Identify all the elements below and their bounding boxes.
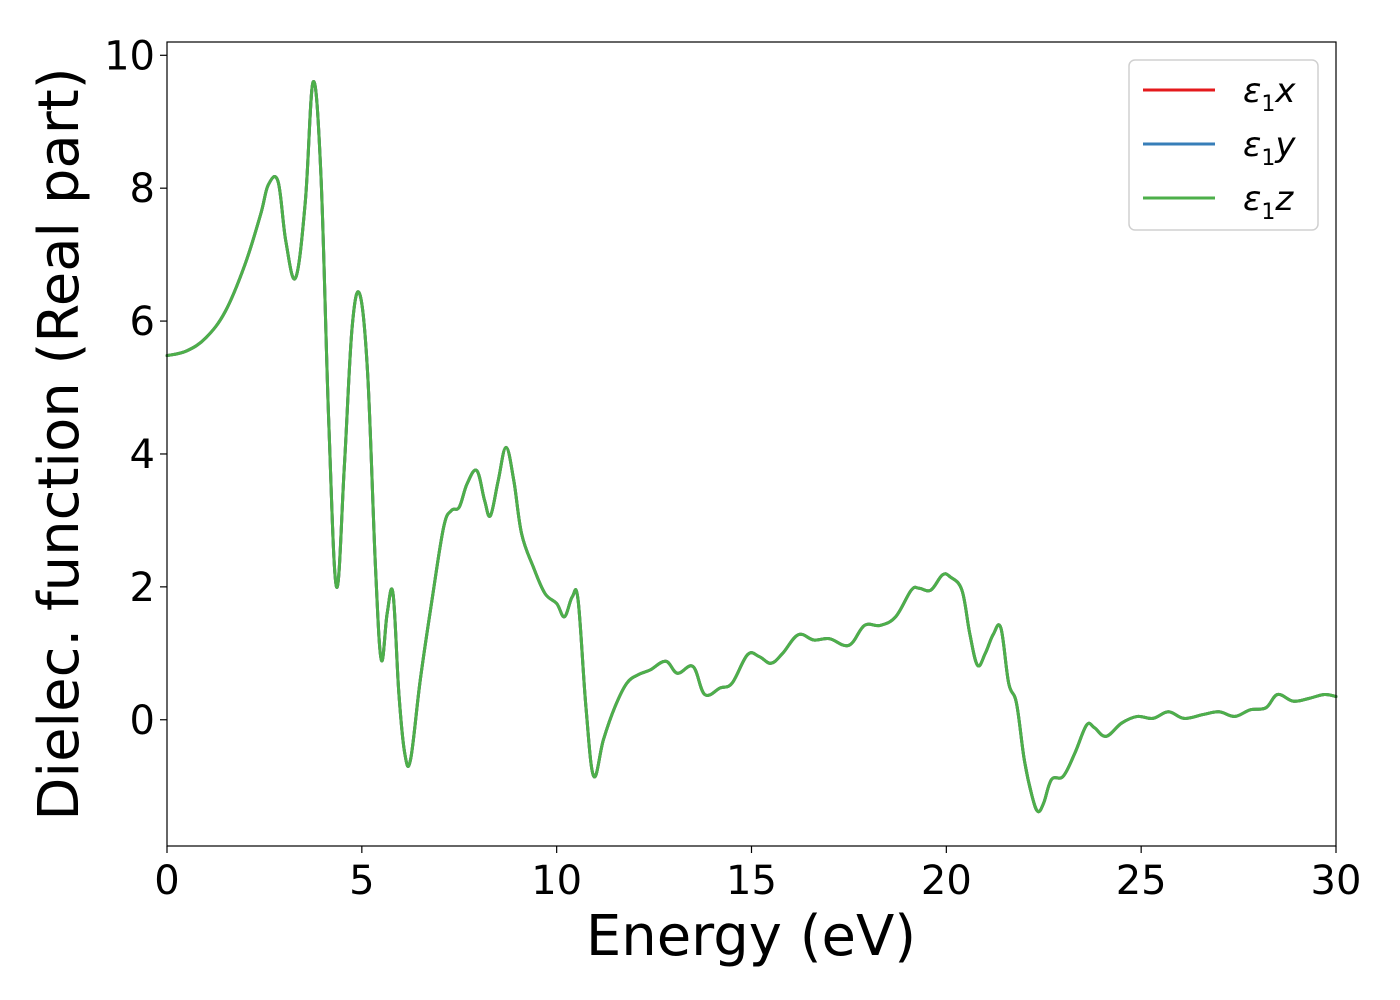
x-tick-label: 20 bbox=[921, 858, 972, 904]
legend: ε1x ε1y ε1z bbox=[1128, 59, 1319, 231]
x-tick-label: 25 bbox=[1116, 858, 1167, 904]
series-line-3 bbox=[165, 80, 1338, 814]
x-axis-label: Energy (eV) bbox=[586, 904, 916, 969]
legend-box bbox=[1128, 59, 1319, 231]
legend-label-3: ε1z bbox=[1243, 179, 1294, 225]
y-tick-label: 0 bbox=[130, 698, 155, 744]
y-tick-label: 6 bbox=[130, 299, 155, 345]
x-tick-label: 10 bbox=[531, 858, 582, 904]
legend-label-2: ε1y bbox=[1243, 125, 1296, 171]
plot-lines bbox=[165, 80, 1338, 814]
y-tick-label: 2 bbox=[130, 565, 155, 611]
x-tick-label: 30 bbox=[1311, 858, 1362, 904]
x-tick-label: 15 bbox=[726, 858, 777, 904]
x-tick-label: 5 bbox=[349, 858, 374, 904]
y-axis-label: Dielec. function (Real part) bbox=[27, 67, 92, 820]
y-axis-ticks: 0 2 4 6 8 10 bbox=[104, 33, 167, 744]
x-tick-label: 0 bbox=[154, 858, 179, 904]
x-axis-ticks: 0 5 10 15 20 25 30 bbox=[154, 846, 1361, 904]
y-tick-label: 8 bbox=[130, 166, 155, 212]
legend-label-1: ε1x bbox=[1243, 71, 1296, 117]
y-tick-label: 10 bbox=[104, 33, 155, 79]
y-tick-label: 4 bbox=[130, 432, 155, 478]
